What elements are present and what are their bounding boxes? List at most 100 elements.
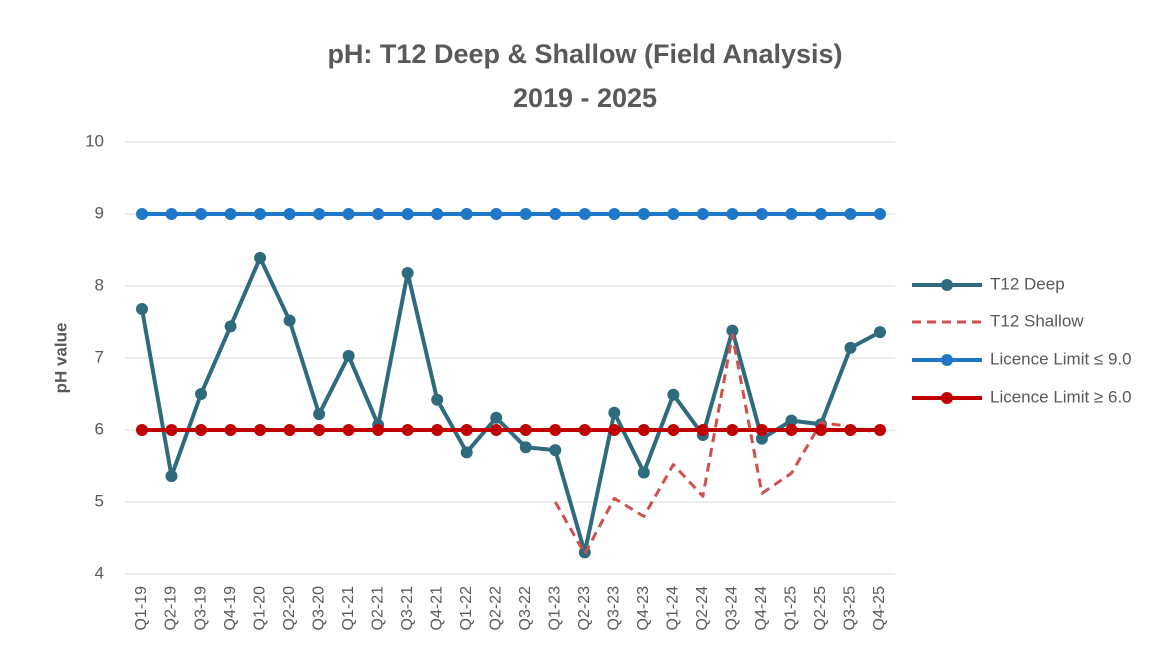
marker: [549, 444, 562, 457]
marker: [755, 432, 768, 445]
x-tick-label: Q4-24: [753, 586, 770, 631]
marker: [549, 208, 562, 220]
x-tick-label: Q4-21: [428, 586, 445, 631]
x-tick-label: Q3-23: [606, 586, 623, 631]
x-tick-label: Q2-25: [812, 586, 829, 631]
series-line: [140, 255, 881, 555]
marker: [254, 208, 267, 220]
marker: [519, 424, 532, 436]
marker: [224, 320, 237, 333]
marker: [283, 208, 296, 220]
marker: [578, 424, 591, 436]
y-tick-label: 8: [95, 275, 104, 294]
marker: [637, 424, 650, 436]
marker: [785, 414, 798, 427]
marker: [460, 424, 473, 436]
marker: [490, 208, 503, 220]
marker: [755, 424, 768, 436]
marker: [874, 424, 886, 436]
marker: [401, 424, 414, 436]
marker: [696, 424, 709, 436]
marker: [785, 424, 798, 436]
legend-marker: [941, 392, 953, 404]
marker: [224, 424, 237, 436]
marker: [549, 424, 562, 436]
marker: [726, 324, 739, 337]
marker: [224, 208, 237, 220]
marker: [814, 424, 827, 436]
marker: [726, 424, 739, 436]
x-tick-label: Q2-21: [369, 586, 386, 631]
x-tick-label: Q2-24: [694, 586, 711, 631]
x-tick-label: Q1-19: [133, 586, 150, 631]
marker: [608, 406, 621, 419]
y-tick-label: 5: [95, 491, 104, 510]
x-tick-label: Q2-22: [487, 586, 504, 631]
marker: [342, 349, 355, 362]
marker: [696, 208, 709, 220]
marker: [195, 388, 208, 400]
marker: [165, 470, 178, 483]
marker: [490, 424, 503, 436]
marker: [460, 208, 473, 220]
marker: [844, 208, 857, 220]
legend-label: T12 Deep: [990, 274, 1065, 293]
x-tick-label: Q4-23: [635, 586, 652, 631]
x-tick-label: Q3-24: [724, 586, 741, 631]
marker: [844, 424, 857, 436]
marker: [726, 208, 739, 220]
marker: [637, 208, 650, 220]
y-tick-label: 10: [85, 131, 104, 150]
x-tick-label: Q1-21: [340, 586, 357, 631]
y-axis-label: pH value: [51, 323, 70, 394]
x-tick-label: Q2-20: [281, 586, 298, 631]
marker: [431, 393, 444, 406]
marker: [254, 251, 267, 264]
legend-marker: [941, 279, 953, 291]
marker: [785, 208, 798, 220]
marker: [637, 466, 650, 479]
legend-label: Licence Limit ≥ 6.0: [990, 387, 1132, 406]
marker: [283, 314, 296, 327]
marker: [195, 424, 208, 436]
y-tick-label: 7: [95, 347, 104, 366]
x-tick-label: Q3-20: [310, 586, 327, 631]
marker: [608, 208, 621, 220]
marker: [313, 408, 326, 421]
x-tick-label: Q1-25: [783, 586, 800, 631]
x-tick-label: Q3-19: [192, 586, 209, 631]
x-tick-label: Q3-25: [842, 586, 859, 631]
legend-marker: [941, 354, 953, 366]
marker: [490, 411, 503, 424]
marker: [667, 424, 680, 436]
marker: [874, 208, 886, 220]
x-tick-label: Q2-19: [163, 586, 180, 631]
marker: [342, 424, 355, 436]
marker: [608, 424, 621, 436]
marker: [431, 424, 444, 436]
x-tick-label: Q4-25: [871, 586, 888, 631]
x-tick-label: Q3-21: [399, 586, 416, 631]
x-tick-label: Q1-20: [251, 586, 268, 631]
marker: [136, 424, 148, 436]
marker: [755, 208, 768, 220]
marker: [136, 208, 148, 220]
marker: [136, 303, 148, 316]
marker: [401, 208, 414, 220]
marker: [519, 441, 532, 454]
x-tick-label: Q3-22: [517, 586, 534, 631]
series-line: [553, 333, 881, 556]
chart-subtitle: 2019 - 2025: [513, 83, 657, 113]
marker: [342, 208, 355, 220]
legend-label: Licence Limit ≤ 9.0: [990, 349, 1132, 368]
legend-label: T12 Shallow: [990, 311, 1084, 330]
marker: [844, 341, 857, 354]
marker: [195, 208, 208, 220]
marker: [165, 208, 178, 220]
marker: [372, 424, 385, 436]
marker: [254, 424, 267, 436]
x-tick-label: Q2-23: [576, 586, 593, 631]
y-tick-label: 4: [95, 563, 104, 582]
chart-title: pH: T12 Deep & Shallow (Field Analysis): [327, 39, 842, 69]
